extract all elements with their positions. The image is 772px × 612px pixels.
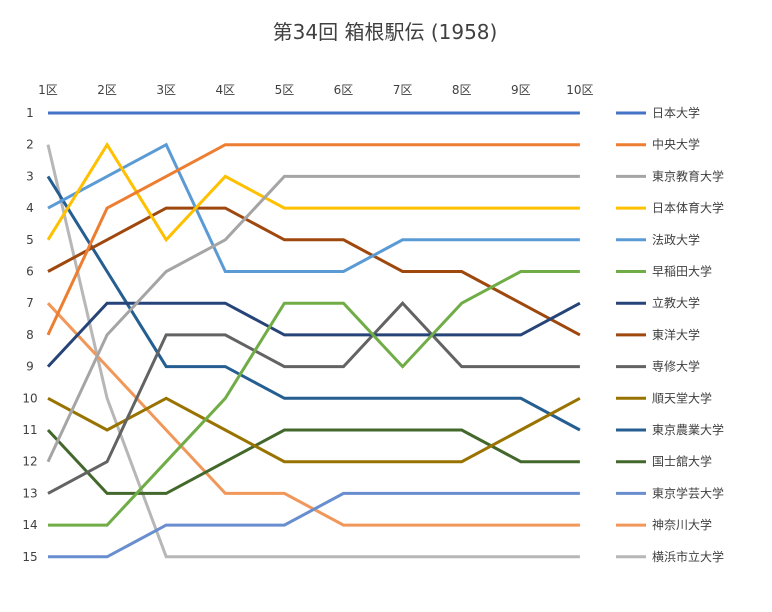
series-line xyxy=(46,143,580,336)
x-tick-label: 2区 xyxy=(97,83,117,97)
y-tick-label: 8 xyxy=(26,328,34,342)
x-tick-label: 6区 xyxy=(334,83,354,97)
series-line xyxy=(48,270,580,527)
x-axis-ticks: 1区 2区 3区 4区 5区 6区 7区 8区 9区 10区 xyxy=(38,83,593,97)
legend-label: 東京教育大学 xyxy=(652,168,724,183)
y-tick-label: 10 xyxy=(22,391,37,405)
y-tick-label: 9 xyxy=(26,360,34,374)
legend-label: 日本大学 xyxy=(652,105,700,120)
x-tick-label: 10区 xyxy=(566,83,593,97)
legend-label: 日本体育大学 xyxy=(652,200,724,215)
y-tick-label: 11 xyxy=(22,423,37,437)
legend-label: 東京農業大学 xyxy=(652,422,724,437)
y-tick-label: 1 xyxy=(26,106,34,120)
y-tick-label: 12 xyxy=(22,455,37,469)
series-line xyxy=(48,491,580,559)
legend-label: 専修大学 xyxy=(652,359,700,374)
x-tick-label: 8区 xyxy=(452,83,472,97)
series-line xyxy=(47,142,580,273)
x-tick-label: 7区 xyxy=(393,83,413,97)
series-line xyxy=(47,396,581,464)
x-tick-label: 3区 xyxy=(156,83,176,97)
x-tick-label: 9区 xyxy=(511,83,531,97)
y-tick-label: 13 xyxy=(22,486,37,500)
y-tick-label: 6 xyxy=(26,265,34,279)
x-tick-label: 1区 xyxy=(38,83,58,97)
series-line xyxy=(46,174,580,463)
series-line xyxy=(46,141,580,243)
x-tick-label: 5区 xyxy=(275,83,295,97)
y-tick-label: 5 xyxy=(26,233,34,247)
legend-label: 神奈川大学 xyxy=(652,517,712,532)
legend-label: 法政大学 xyxy=(652,232,700,247)
legend: 日本大学中央大学東京教育大学日本体育大学法政大学早稲田大学立教大学東洋大学専修大… xyxy=(616,105,724,564)
legend-label: 国士舘大学 xyxy=(652,454,712,469)
x-tick-label: 4区 xyxy=(215,83,235,97)
y-tick-label: 4 xyxy=(26,201,34,215)
legend-label: 中央大学 xyxy=(652,137,700,152)
y-tick-label: 15 xyxy=(22,550,37,564)
series-line xyxy=(47,301,580,495)
legend-label: 早稲田大学 xyxy=(652,264,712,279)
legend-label: 東京学芸大学 xyxy=(652,485,724,500)
chart-title: 第34回 箱根駅伝 (1958) xyxy=(273,20,498,44)
y-tick-label: 2 xyxy=(26,138,34,152)
legend-label: 立教大学 xyxy=(652,295,700,310)
y-tick-label: 14 xyxy=(22,518,37,532)
series-lines xyxy=(46,111,581,559)
legend-label: 横浜市立大学 xyxy=(652,549,724,564)
y-tick-label: 7 xyxy=(26,296,34,310)
y-tick-label: 3 xyxy=(26,169,34,183)
legend-label: 順天堂大学 xyxy=(652,390,712,405)
legend-label: 東洋大学 xyxy=(652,327,700,342)
series-line xyxy=(46,144,580,559)
series-line xyxy=(46,175,581,432)
